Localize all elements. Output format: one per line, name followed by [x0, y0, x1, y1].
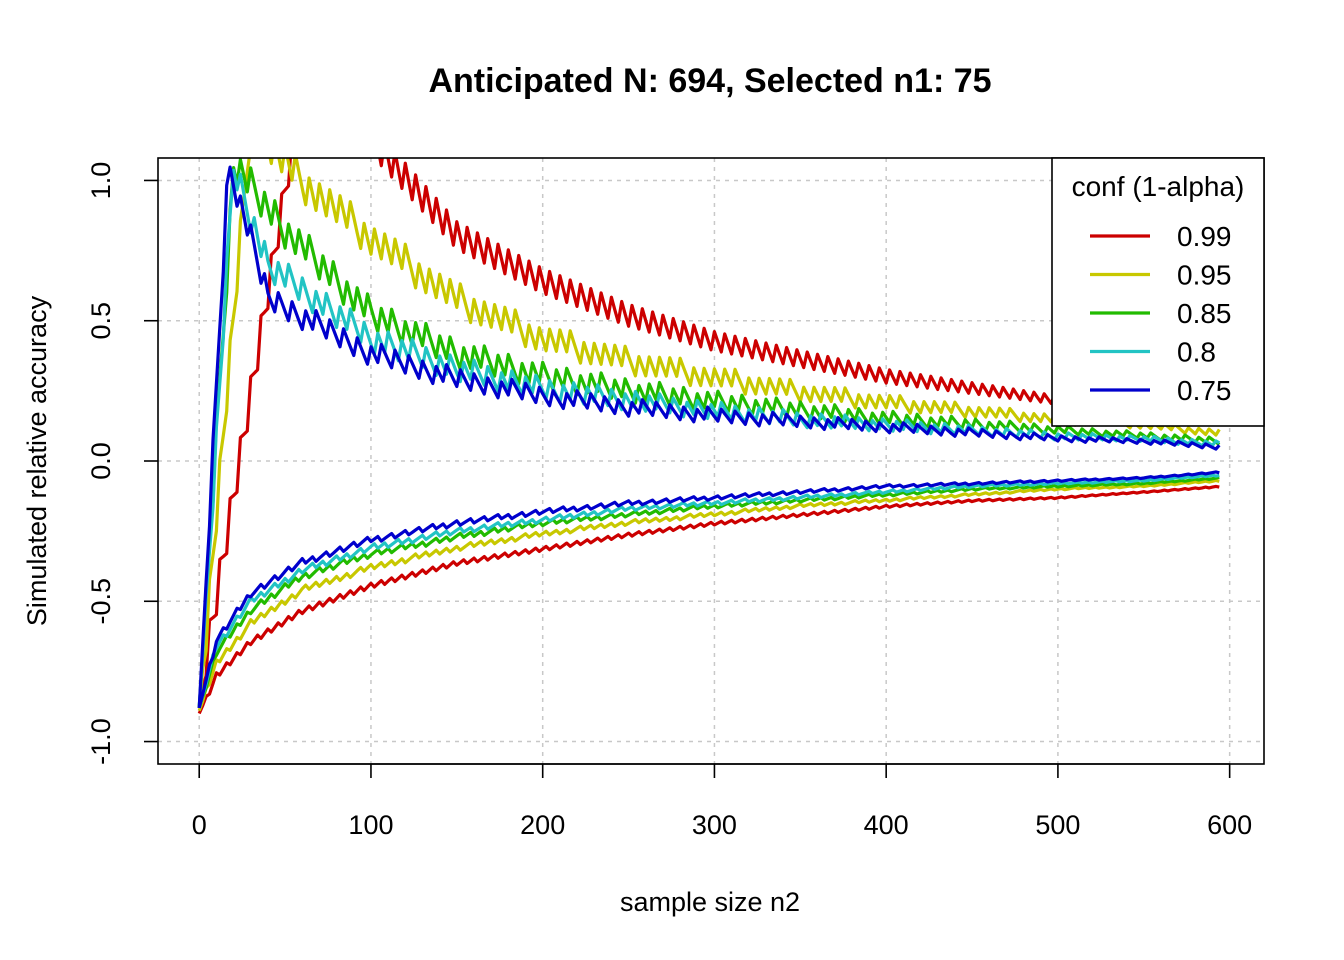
series-group	[197, 158, 1221, 715]
y-tick-label: 0.0	[86, 442, 116, 480]
series-line-lower-0.8	[197, 473, 1220, 709]
series-line-lower-0.85	[197, 475, 1220, 709]
x-tick-label: 0	[192, 810, 207, 840]
series-line-lower-0.95	[197, 478, 1220, 712]
series-line-upper-0.75	[197, 165, 1221, 708]
legend-label-0.99: 0.99	[1177, 221, 1232, 252]
series-line-lower-0.99	[197, 484, 1220, 715]
legend-label-0.75: 0.75	[1177, 375, 1232, 406]
x-tick-label: 500	[1035, 810, 1080, 840]
y-axis-label: Simulated relative accuracy	[22, 295, 52, 626]
x-tick-label: 300	[692, 810, 737, 840]
legend-label-0.95: 0.95	[1177, 260, 1232, 291]
x-tick-label: 100	[348, 810, 393, 840]
chart-title: Anticipated N: 694, Selected n1: 75	[428, 62, 991, 100]
y-tick-label: 0.5	[86, 302, 116, 340]
series-line-upper-0.95	[197, 158, 1221, 709]
series-line-lower-0.75	[197, 470, 1220, 709]
x-tick-label: 600	[1207, 810, 1252, 840]
x-tick-label: 400	[864, 810, 909, 840]
y-tick-label: 1.0	[86, 162, 116, 200]
y-tick-label: -1.0	[86, 718, 116, 765]
legend: conf (1-alpha) 0.99 0.95 0.85 0.8 0.75	[1051, 157, 1265, 427]
legend-label-0.8: 0.8	[1177, 337, 1216, 368]
series-line-upper-0.99	[197, 158, 1221, 709]
x-axis-label: sample size n2	[620, 887, 800, 917]
y-axis: -1.0 -0.5 0.0 0.5 1.0	[86, 162, 158, 765]
legend-box	[1051, 157, 1265, 427]
legend-label-0.85: 0.85	[1177, 298, 1232, 329]
y-tick-label: -0.5	[86, 578, 116, 625]
x-tick-label: 200	[520, 810, 565, 840]
legend-title: conf (1-alpha)	[1072, 171, 1245, 202]
series-line-upper-0.85	[197, 158, 1221, 709]
x-axis: 0 100 200 300 400 500 600	[192, 763, 1252, 840]
